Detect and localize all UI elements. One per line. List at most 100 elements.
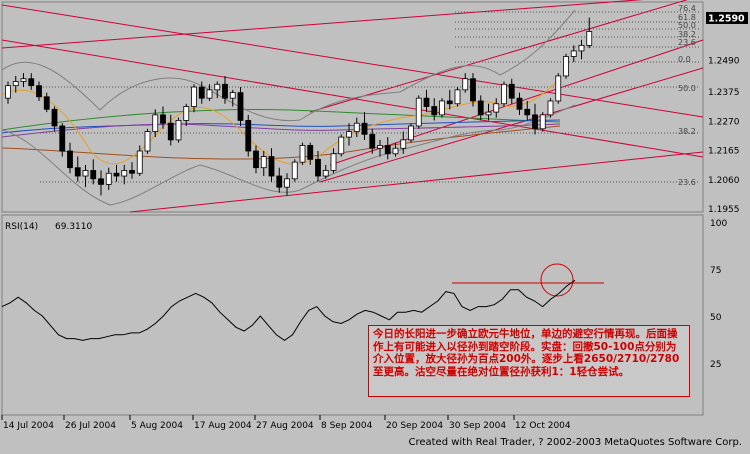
candle <box>214 81 221 99</box>
candle <box>454 87 461 107</box>
candle <box>284 173 290 196</box>
price-tick-label: 1.2165 <box>708 147 740 157</box>
candle-body <box>136 150 143 174</box>
candle-body <box>59 125 66 152</box>
candle-body <box>524 108 531 116</box>
credit-text: Created with Real Trader, ? 2002-2003 Me… <box>408 437 742 448</box>
trend-line <box>1 4 704 118</box>
trend-line <box>1 0 644 49</box>
candle <box>400 131 407 154</box>
candle-body <box>82 170 89 177</box>
candle-body <box>51 108 58 127</box>
candle-body <box>160 114 166 124</box>
candle-body <box>431 106 438 116</box>
candle-body <box>276 175 283 188</box>
candle <box>253 145 259 174</box>
candle <box>59 123 66 157</box>
candle <box>423 89 430 113</box>
candle-body <box>563 56 569 77</box>
fib-label: 38.2 <box>678 30 696 39</box>
fib-label: 38.2 <box>678 127 696 136</box>
candle <box>330 148 337 174</box>
candle <box>485 103 492 121</box>
candle-body <box>105 172 112 185</box>
candle <box>353 117 360 138</box>
fib-label: 23.6 <box>678 178 696 187</box>
candle-body <box>462 78 469 91</box>
trend-line <box>129 151 704 213</box>
candle <box>136 145 143 177</box>
candle <box>516 92 523 115</box>
x-tick-label: 27 Aug 2004 <box>256 421 314 431</box>
candle-body <box>206 89 213 99</box>
rsi-tick-label: 25 <box>710 360 721 370</box>
candle <box>237 87 244 126</box>
candle <box>175 117 182 143</box>
candle <box>98 170 104 196</box>
candle <box>384 137 391 160</box>
candle-body <box>152 114 159 132</box>
candle <box>144 128 151 154</box>
candle-body <box>260 156 267 169</box>
x-tick-label: 17 Aug 2004 <box>194 421 252 431</box>
candle-body <box>547 100 554 116</box>
candle-body <box>214 83 221 91</box>
candle <box>299 142 306 165</box>
candle <box>369 128 376 154</box>
overlay-lines <box>1 0 748 297</box>
candle-body <box>315 158 321 177</box>
candle-body <box>384 145 391 155</box>
candle <box>113 164 120 182</box>
rsi-line <box>1 279 576 342</box>
candle <box>532 103 538 135</box>
candle <box>346 123 352 146</box>
candle <box>206 84 213 101</box>
candle-body <box>121 170 128 177</box>
fib-label: 50.0 <box>678 21 696 30</box>
candles-layer <box>5 17 593 196</box>
candle-body <box>74 167 81 177</box>
candle <box>586 17 593 49</box>
candle <box>260 151 267 177</box>
candle <box>121 164 128 185</box>
candle <box>570 45 577 63</box>
candle-body <box>532 114 538 130</box>
analysis-note: 今日的长阳进一步确立欧元牛地位，单边的避空行情再现。后面操作上有可能进入以径孙到… <box>368 325 690 397</box>
candle-body <box>144 131 151 152</box>
candle-body <box>245 120 252 152</box>
candle <box>191 84 197 113</box>
candle <box>43 92 50 113</box>
candle <box>415 95 422 129</box>
candle-body <box>516 97 523 110</box>
candle <box>129 162 135 179</box>
rsi-tick-label: 100 <box>710 219 727 229</box>
bollinger-upper <box>1 9 576 122</box>
candle <box>152 109 159 138</box>
x-tick-label: 14 Jul 2004 <box>3 421 54 431</box>
candle-body <box>369 133 376 149</box>
candle-body <box>307 145 314 160</box>
axis-layer: 1.2490 1.2375 1.2270 1.2165 1.2060 1.1955 1.25… <box>1 4 745 431</box>
candle-body <box>268 156 275 177</box>
candle-body <box>175 120 182 141</box>
candle <box>563 53 569 79</box>
candle <box>338 134 345 157</box>
candle <box>508 78 515 104</box>
candle <box>392 142 399 157</box>
candle-body <box>470 78 476 102</box>
fib-label: 76.4 <box>678 4 696 13</box>
rsi-tick-label: 75 <box>710 266 721 276</box>
candle <box>90 159 97 185</box>
x-tick-label: 5 Aug 2004 <box>131 421 183 431</box>
candle-body <box>454 89 461 105</box>
candle <box>446 89 453 110</box>
candle-body <box>98 178 104 185</box>
rsi-value: 69.3110 <box>55 222 92 232</box>
candle <box>322 164 329 179</box>
candle <box>291 159 298 182</box>
fib-label: 61.8 <box>678 13 696 22</box>
candle <box>183 103 190 126</box>
candle <box>67 142 73 174</box>
